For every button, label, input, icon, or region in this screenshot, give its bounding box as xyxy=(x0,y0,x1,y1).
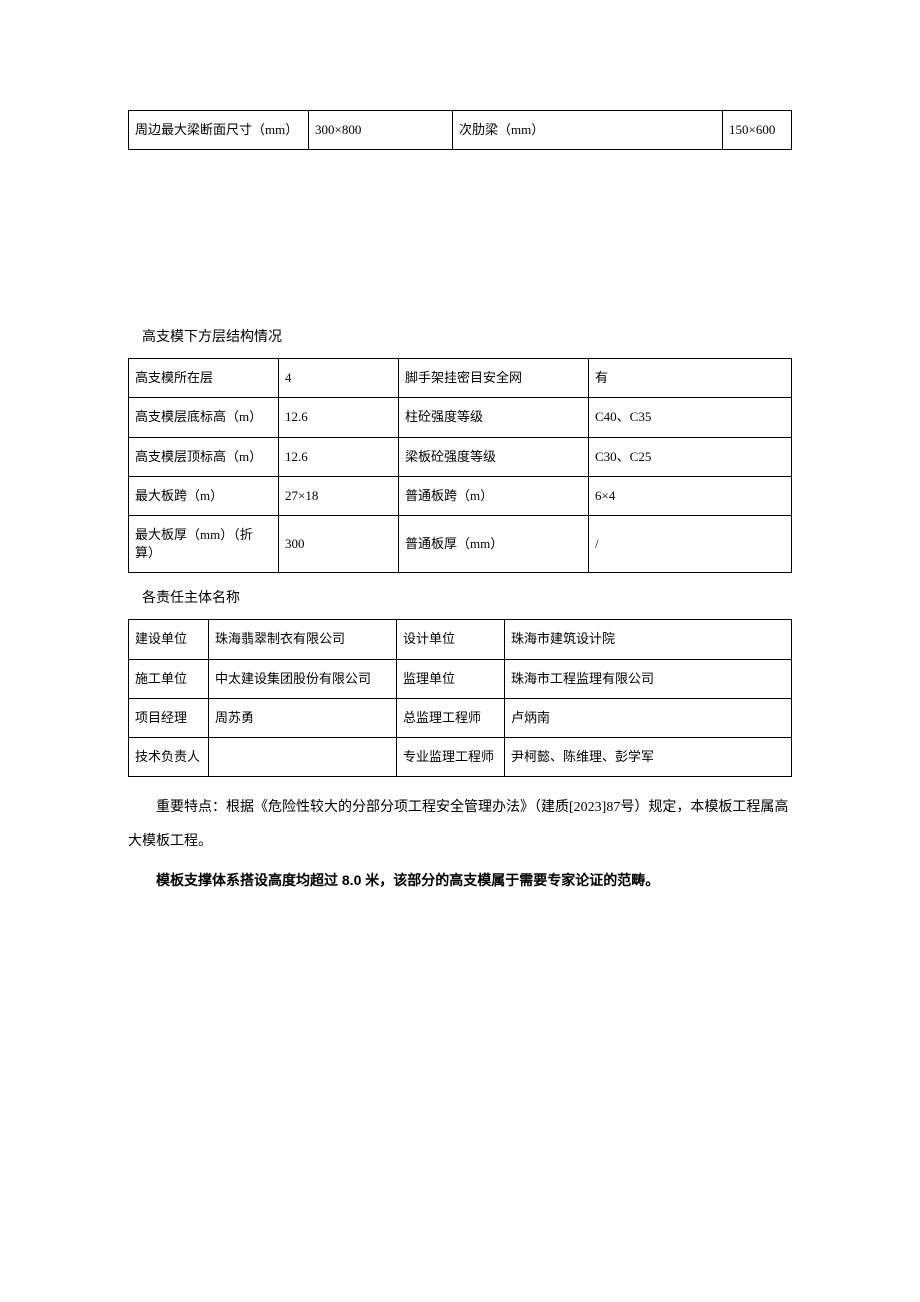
cell-label: 高支模层顶标高（m） xyxy=(129,437,279,476)
cell-label: 施工单位 xyxy=(129,659,209,698)
table-row: 技术负责人 专业监理工程师 尹柯懿、陈维理、彭学军 xyxy=(129,737,792,776)
cell-label: 高支模所在层 xyxy=(129,359,279,398)
cell-label: 柱砼强度等级 xyxy=(399,398,589,437)
cell-label: 总监理工程师 xyxy=(397,698,505,737)
cell-label: 建设单位 xyxy=(129,620,209,659)
cell-value: 27×18 xyxy=(279,476,399,515)
cell-value: 12.6 xyxy=(279,398,399,437)
cell-label: 技术负责人 xyxy=(129,737,209,776)
cell-label: 周边最大梁断面尺寸（mm） xyxy=(129,111,309,150)
cell-value: 周苏勇 xyxy=(209,698,397,737)
cell-label: 最大板厚（mm）（折算） xyxy=(129,515,279,572)
cell-value: 6×4 xyxy=(589,476,792,515)
cell-value: C40、C35 xyxy=(589,398,792,437)
cell-value: / xyxy=(589,515,792,572)
cell-label: 普通板厚（mm） xyxy=(399,515,589,572)
paragraph-emphasis: 模板支撑体系搭设高度均超过 8.0 米，该部分的高支模属于需要专家论证的范畴。 xyxy=(128,864,792,898)
table-row: 施工单位 中太建设集团股份有限公司 监理单位 珠海市工程监理有限公司 xyxy=(129,659,792,698)
cell-label: 次肋梁（mm） xyxy=(453,111,723,150)
cell-label: 普通板跨（m） xyxy=(399,476,589,515)
cell-label: 监理单位 xyxy=(397,659,505,698)
table-responsible-parties: 建设单位 珠海翡翠制衣有限公司 设计单位 珠海市建筑设计院 施工单位 中太建设集… xyxy=(128,619,792,777)
cell-value: C30、C25 xyxy=(589,437,792,476)
cell-value: 300×800 xyxy=(309,111,453,150)
section-heading: 各责任主体名称 xyxy=(142,587,792,607)
cell-value: 尹柯懿、陈维理、彭学军 xyxy=(505,737,792,776)
table-row: 最大板跨（m） 27×18 普通板跨（m） 6×4 xyxy=(129,476,792,515)
cell-value: 珠海市建筑设计院 xyxy=(505,620,792,659)
paragraph-note: 重要特点：根据《危险性较大的分部分项工程安全管理办法》（建质[2023]87号）… xyxy=(128,791,792,858)
table-row: 高支模层顶标高（m） 12.6 梁板砼强度等级 C30、C25 xyxy=(129,437,792,476)
section-heading: 高支模下方层结构情况 xyxy=(142,326,792,346)
cell-label: 高支模层底标高（m） xyxy=(129,398,279,437)
cell-label: 脚手架挂密目安全网 xyxy=(399,359,589,398)
table-row: 项目经理 周苏勇 总监理工程师 卢炳南 xyxy=(129,698,792,737)
cell-label: 设计单位 xyxy=(397,620,505,659)
cell-value: 中太建设集团股份有限公司 xyxy=(209,659,397,698)
cell-label: 项目经理 xyxy=(129,698,209,737)
table-row: 建设单位 珠海翡翠制衣有限公司 设计单位 珠海市建筑设计院 xyxy=(129,620,792,659)
table-row: 高支模层底标高（m） 12.6 柱砼强度等级 C40、C35 xyxy=(129,398,792,437)
cell-value: 12.6 xyxy=(279,437,399,476)
table-beam-section: 周边最大梁断面尺寸（mm） 300×800 次肋梁（mm） 150×600 xyxy=(128,110,792,150)
cell-value: 珠海翡翠制衣有限公司 xyxy=(209,620,397,659)
cell-value: 4 xyxy=(279,359,399,398)
document-page: 周边最大梁断面尺寸（mm） 300×800 次肋梁（mm） 150×600 高支… xyxy=(0,0,920,1302)
cell-value: 珠海市工程监理有限公司 xyxy=(505,659,792,698)
cell-label: 专业监理工程师 xyxy=(397,737,505,776)
spacer xyxy=(128,164,792,314)
cell-value: 300 xyxy=(279,515,399,572)
cell-value xyxy=(209,737,397,776)
cell-value: 有 xyxy=(589,359,792,398)
table-row: 周边最大梁断面尺寸（mm） 300×800 次肋梁（mm） 150×600 xyxy=(129,111,792,150)
table-row: 最大板厚（mm）（折算） 300 普通板厚（mm） / xyxy=(129,515,792,572)
cell-label: 最大板跨（m） xyxy=(129,476,279,515)
cell-value: 150×600 xyxy=(723,111,792,150)
table-structure-info: 高支模所在层 4 脚手架挂密目安全网 有 高支模层底标高（m） 12.6 柱砼强… xyxy=(128,358,792,573)
cell-label: 梁板砼强度等级 xyxy=(399,437,589,476)
table-row: 高支模所在层 4 脚手架挂密目安全网 有 xyxy=(129,359,792,398)
cell-value: 卢炳南 xyxy=(505,698,792,737)
